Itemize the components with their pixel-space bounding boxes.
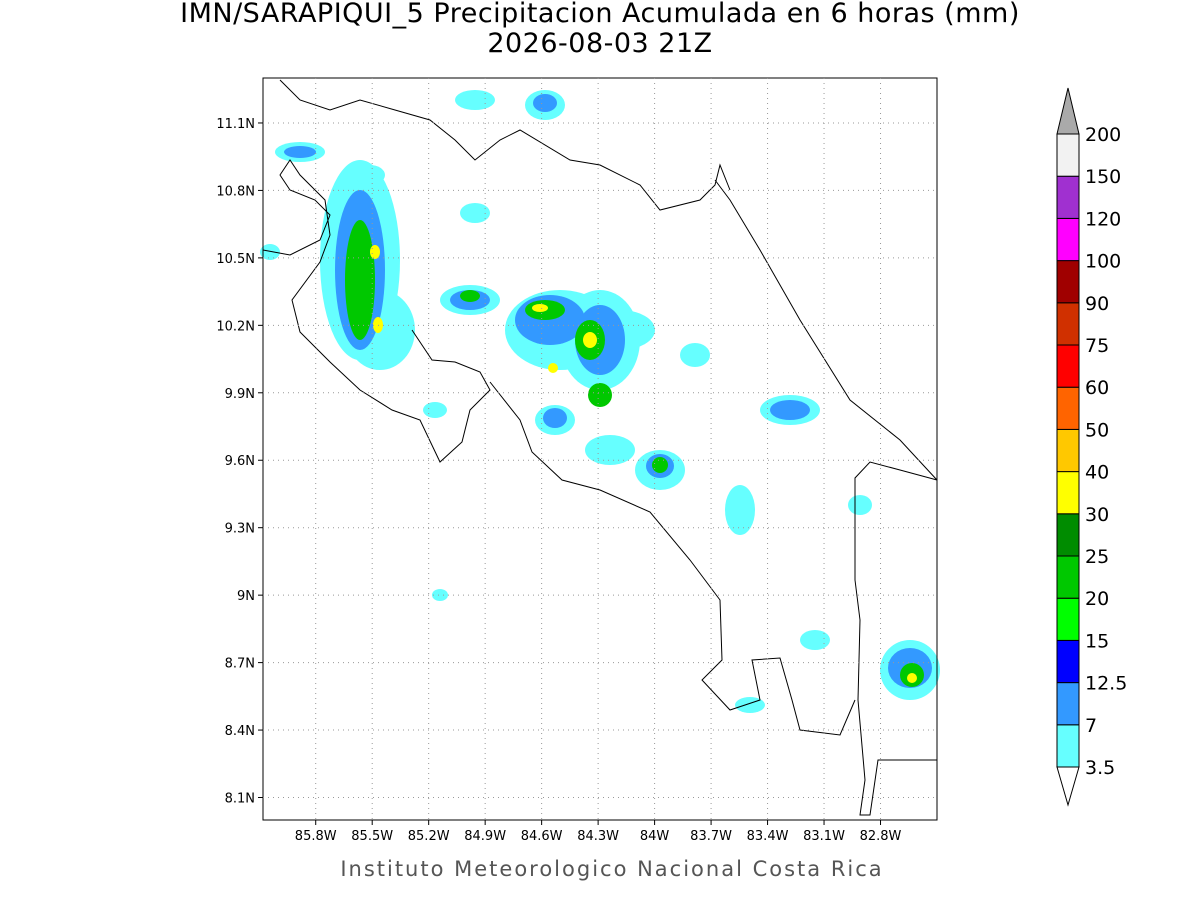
- colorbar-box: [1056, 639, 1080, 684]
- colorbar-label: 120: [1085, 208, 1121, 230]
- colorbar-box: [1056, 175, 1080, 219]
- y-tick-label: 8.7N: [225, 657, 255, 672]
- colorbar-box: [1056, 428, 1080, 473]
- colorbar-label: 15: [1085, 630, 1109, 652]
- footer: Instituto Meteorologico Nacional Costa R…: [340, 857, 883, 881]
- precipitation-field: [260, 90, 940, 713]
- y-tick-label: 11.1N: [216, 117, 255, 132]
- x-tick-label: 85.8W: [295, 829, 337, 844]
- colorbar-label: 90: [1085, 293, 1109, 315]
- y-tick-label: 9N: [237, 589, 255, 604]
- colorbar-box: [1056, 302, 1080, 346]
- colorbar-label: 100: [1085, 251, 1121, 273]
- x-tick-label: 84.9W: [464, 829, 506, 844]
- colorbar-label: 7: [1085, 715, 1097, 737]
- colorbar-box: [1056, 133, 1080, 177]
- x-tick-label: 85.5W: [351, 829, 393, 844]
- colorbar-label: 60: [1085, 377, 1109, 399]
- colorbar-box: [1056, 597, 1080, 641]
- title: IMN/SARAPIQUI_5 Precipitacion Acumulada …: [180, 0, 1020, 29]
- colorbar-label: 75: [1085, 335, 1109, 357]
- x-tick-label: 84W: [640, 829, 670, 844]
- colorbar-box: [1056, 471, 1080, 515]
- subtitle: 2026-08-03 21Z: [487, 28, 712, 59]
- map-frame: [262, 77, 938, 821]
- colorbar-label: 12.5: [1085, 673, 1127, 695]
- colorbar-label: 200: [1085, 124, 1121, 146]
- colorbar-box: [1056, 260, 1080, 304]
- colorbar-label: 50: [1085, 419, 1109, 441]
- x-tick-label: 82.8W: [860, 829, 902, 844]
- colorbar-label: 40: [1085, 462, 1109, 484]
- x-tick-label: 84.6W: [521, 829, 563, 844]
- colorbar-above: [1056, 87, 1080, 135]
- y-tick-label: 10.8N: [216, 184, 255, 199]
- y-tick-label: 8.4N: [225, 724, 255, 739]
- y-tick-label: 9.9N: [225, 387, 255, 402]
- colorbar-box: [1056, 217, 1080, 262]
- x-tick-label: 84.3W: [577, 829, 619, 844]
- y-tick-label: 9.6N: [225, 454, 255, 469]
- colorbar-label: 3.5: [1085, 757, 1115, 779]
- colorbar-label: 25: [1085, 546, 1109, 568]
- y-tick-label: 10.5N: [216, 252, 255, 267]
- colorbar-box: [1056, 555, 1080, 599]
- colorbar-box: [1056, 386, 1080, 430]
- colorbar-box: [1056, 344, 1080, 388]
- colorbar-box: [1056, 724, 1080, 768]
- colorbar-label: 30: [1085, 504, 1109, 526]
- y-tick-label: 8.1N: [225, 792, 255, 807]
- colorbar-label: 20: [1085, 588, 1109, 610]
- y-tick-label: 10.2N: [216, 319, 255, 334]
- x-tick-label: 83.4W: [747, 829, 789, 844]
- colorbar-box: [1056, 513, 1080, 557]
- coastline: [262, 79, 938, 816]
- colorbar-label: 150: [1085, 166, 1121, 188]
- x-tick-label: 83.1W: [803, 829, 845, 844]
- y-tick-label: 9.3N: [225, 522, 255, 537]
- x-tick-label: 83.7W: [690, 829, 732, 844]
- colorbar-below: [1056, 766, 1080, 807]
- x-tick-label: 85.2W: [408, 829, 450, 844]
- colorbar-box: [1056, 682, 1080, 726]
